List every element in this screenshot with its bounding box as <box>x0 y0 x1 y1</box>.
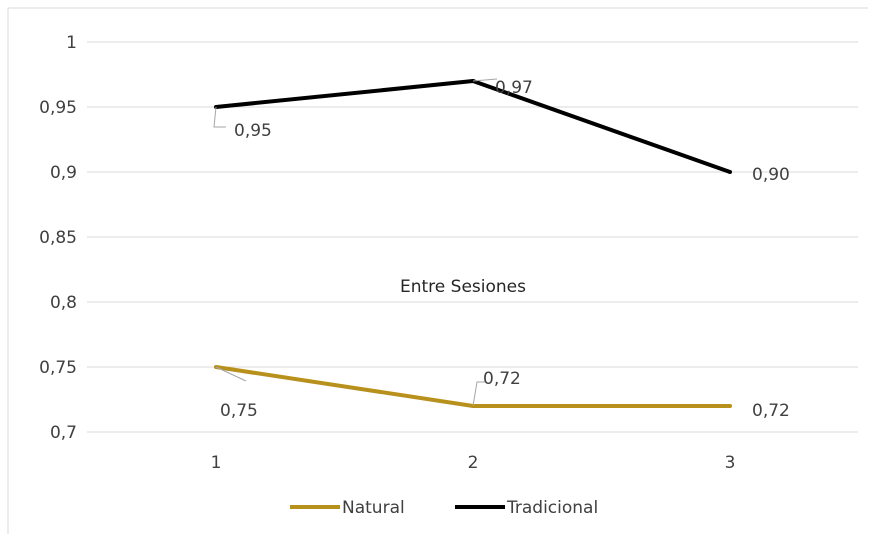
y-tick-label: 1 <box>66 33 77 53</box>
series-line-natural <box>215 365 730 408</box>
series-lines <box>214 79 732 408</box>
legend-label: Natural <box>342 498 405 518</box>
y-tick-label: 0,75 <box>39 358 77 378</box>
data-point <box>728 170 732 174</box>
data-label: 0,90 <box>752 165 790 185</box>
data-label: 0,72 <box>752 401 790 421</box>
x-tick-label: 1 <box>211 453 222 473</box>
series-line-tradicional <box>215 79 731 174</box>
data-labels: 0,75 0,72 0,72 0,95 0,97 0,90 <box>213 78 790 421</box>
legend-label: Tradicional <box>506 498 598 518</box>
gridlines <box>87 41 858 433</box>
chart-title: Entre Sesiones <box>400 277 526 297</box>
leader-line <box>215 366 247 382</box>
y-tick-label: 0,95 <box>39 98 77 118</box>
data-label: 0,72 <box>483 369 521 389</box>
y-tick-label: 0,7 <box>50 423 77 443</box>
leader-line <box>472 381 485 407</box>
x-tick-label: 3 <box>725 453 736 473</box>
x-tick-label: 2 <box>468 453 479 473</box>
legend: Natural Tradicional <box>290 498 598 518</box>
data-label: 0,95 <box>234 121 272 141</box>
data-label: 0,75 <box>220 401 258 421</box>
y-tick-label: 0,85 <box>39 228 77 248</box>
data-label: 0,97 <box>495 78 533 98</box>
leader-line <box>213 106 226 128</box>
y-tick-label: 0,9 <box>50 163 77 183</box>
y-axis-ticks: 0,7 0,75 0,8 0,85 0,9 0,95 1 <box>39 33 77 443</box>
data-point <box>728 404 732 408</box>
leader-line <box>472 78 498 82</box>
x-axis-ticks: 1 2 3 <box>211 453 736 473</box>
y-tick-label: 0,8 <box>50 293 77 313</box>
